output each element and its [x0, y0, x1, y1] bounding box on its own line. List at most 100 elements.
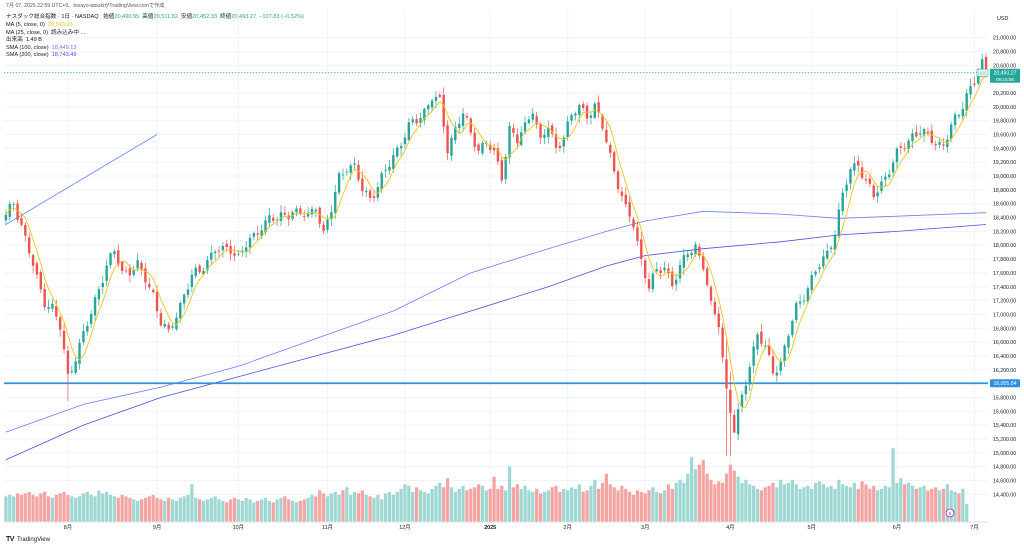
candle-body [543, 134, 546, 139]
time-tick-label: 10月 [233, 524, 244, 531]
candle-body [984, 56, 988, 73]
candle-body [868, 178, 872, 184]
volume-bar [50, 497, 55, 522]
volume-bar [724, 473, 729, 522]
volume-bar [535, 488, 539, 522]
candle-body [829, 247, 833, 250]
indicator-label: SMA (200, close) [6, 52, 49, 59]
volume-bar [608, 484, 612, 522]
volume-bar [139, 499, 144, 522]
volume-bar [666, 484, 671, 522]
symbol-label[interactable]: ナスダック総合指数 · 1日 · NASDAQ [6, 14, 99, 20]
volume-bar [213, 496, 217, 522]
volume-bar [751, 485, 756, 522]
candle-body [132, 269, 135, 275]
candle-body [473, 132, 476, 147]
candle-body [729, 389, 732, 414]
candle-body [938, 141, 941, 145]
candle-body [833, 235, 837, 250]
volume-bar [306, 497, 310, 522]
volume-bar [604, 473, 609, 522]
volume-bar [93, 496, 97, 522]
candle-body [303, 216, 306, 217]
volume-bar [314, 496, 318, 522]
indicator-row[interactable]: SMA (100, close) 18,449.13 [6, 45, 76, 53]
price-tick-label: 15,800.00 [993, 395, 1016, 401]
volume-bar [372, 497, 376, 522]
candle-body [760, 331, 763, 344]
volume-bar [500, 485, 504, 522]
candle-body [779, 361, 782, 371]
ohlc-value: 20,511.82 [153, 14, 178, 20]
volume-bar [775, 487, 779, 522]
indicator-row[interactable]: MA (5, close, 0) 20,543.03 [6, 22, 73, 30]
volume-bar [585, 490, 589, 522]
candle-body [105, 265, 108, 281]
candle-body [365, 191, 368, 193]
candle-body [907, 140, 910, 150]
volume-bar [736, 476, 740, 522]
candle-body [357, 164, 360, 180]
price-tick-label: 18,800.00 [993, 188, 1016, 194]
candle-body [609, 144, 612, 153]
candle-body [97, 289, 101, 300]
volume-bar [35, 496, 39, 522]
volume-bar [697, 464, 702, 522]
price-tick-label: 21,000.00 [993, 36, 1016, 42]
volume-bar [380, 499, 384, 522]
candle-body [407, 122, 411, 141]
time-tick-label: 8月 [64, 524, 72, 531]
volume-bar [631, 494, 636, 522]
indicator-row[interactable]: MA (25, close, 0) 読み込み中 ... [6, 30, 85, 38]
volume-bar [810, 488, 814, 522]
volume-bar [759, 490, 763, 522]
volume-bar [740, 482, 744, 522]
candle-body [601, 115, 604, 129]
volume-bar [798, 488, 802, 522]
volume-bar [469, 488, 473, 522]
candle-body [337, 173, 341, 193]
candle-body [446, 125, 449, 154]
candle-body [698, 246, 701, 256]
volume-bar [19, 494, 24, 522]
volume-bar [628, 491, 632, 522]
volume-bar [906, 482, 911, 522]
candle-body [124, 270, 128, 272]
volume-bar [748, 484, 752, 522]
candle-body [872, 185, 875, 198]
usc-tag [976, 68, 989, 77]
volume-bar [926, 490, 930, 522]
volume-bar [945, 484, 949, 522]
volume-bar [294, 502, 299, 522]
candle-body [194, 267, 197, 277]
candle-body [268, 215, 271, 223]
candle-body [120, 261, 124, 271]
price-tick-label: 15,200.00 [993, 437, 1016, 443]
price-axis[interactable]: USD21,000.0020,800.0020,600.0020,400.002… [988, 0, 1024, 546]
price-tick-label: 19,000.00 [993, 174, 1016, 180]
indicator-row[interactable]: 出来高 1.49 B [6, 37, 42, 45]
volume-bar [391, 494, 395, 522]
candle-body [256, 233, 259, 235]
time-axis[interactable]: 8月 9月 10月 11月 12月 2025 2月 3月 4月 5月 6月 7月 [4, 521, 988, 531]
volume-bar [321, 493, 326, 522]
volume-bar [717, 481, 721, 522]
price-tick-label: 14,600.00 [993, 478, 1016, 484]
ohlc-label: 始値 [103, 14, 115, 20]
candle-body [574, 113, 577, 116]
candle-body [334, 192, 337, 213]
indicator-value: 1.49 B [25, 37, 42, 44]
hline-price-text: 16,005.84 [993, 381, 1016, 387]
candle-body [213, 251, 217, 254]
volume-bar [686, 473, 690, 522]
volume-bar [492, 476, 496, 522]
candle-body [299, 208, 302, 214]
candle-body [318, 207, 321, 224]
price-tick-label: 16,400.00 [993, 354, 1016, 360]
indicator-value: 18,743.49 [51, 52, 77, 59]
volume-bar [15, 493, 20, 522]
volume-bar [236, 499, 241, 522]
volume-bar [891, 448, 895, 522]
indicator-row[interactable]: SMA (200, close) 18,743.49 [6, 52, 76, 60]
